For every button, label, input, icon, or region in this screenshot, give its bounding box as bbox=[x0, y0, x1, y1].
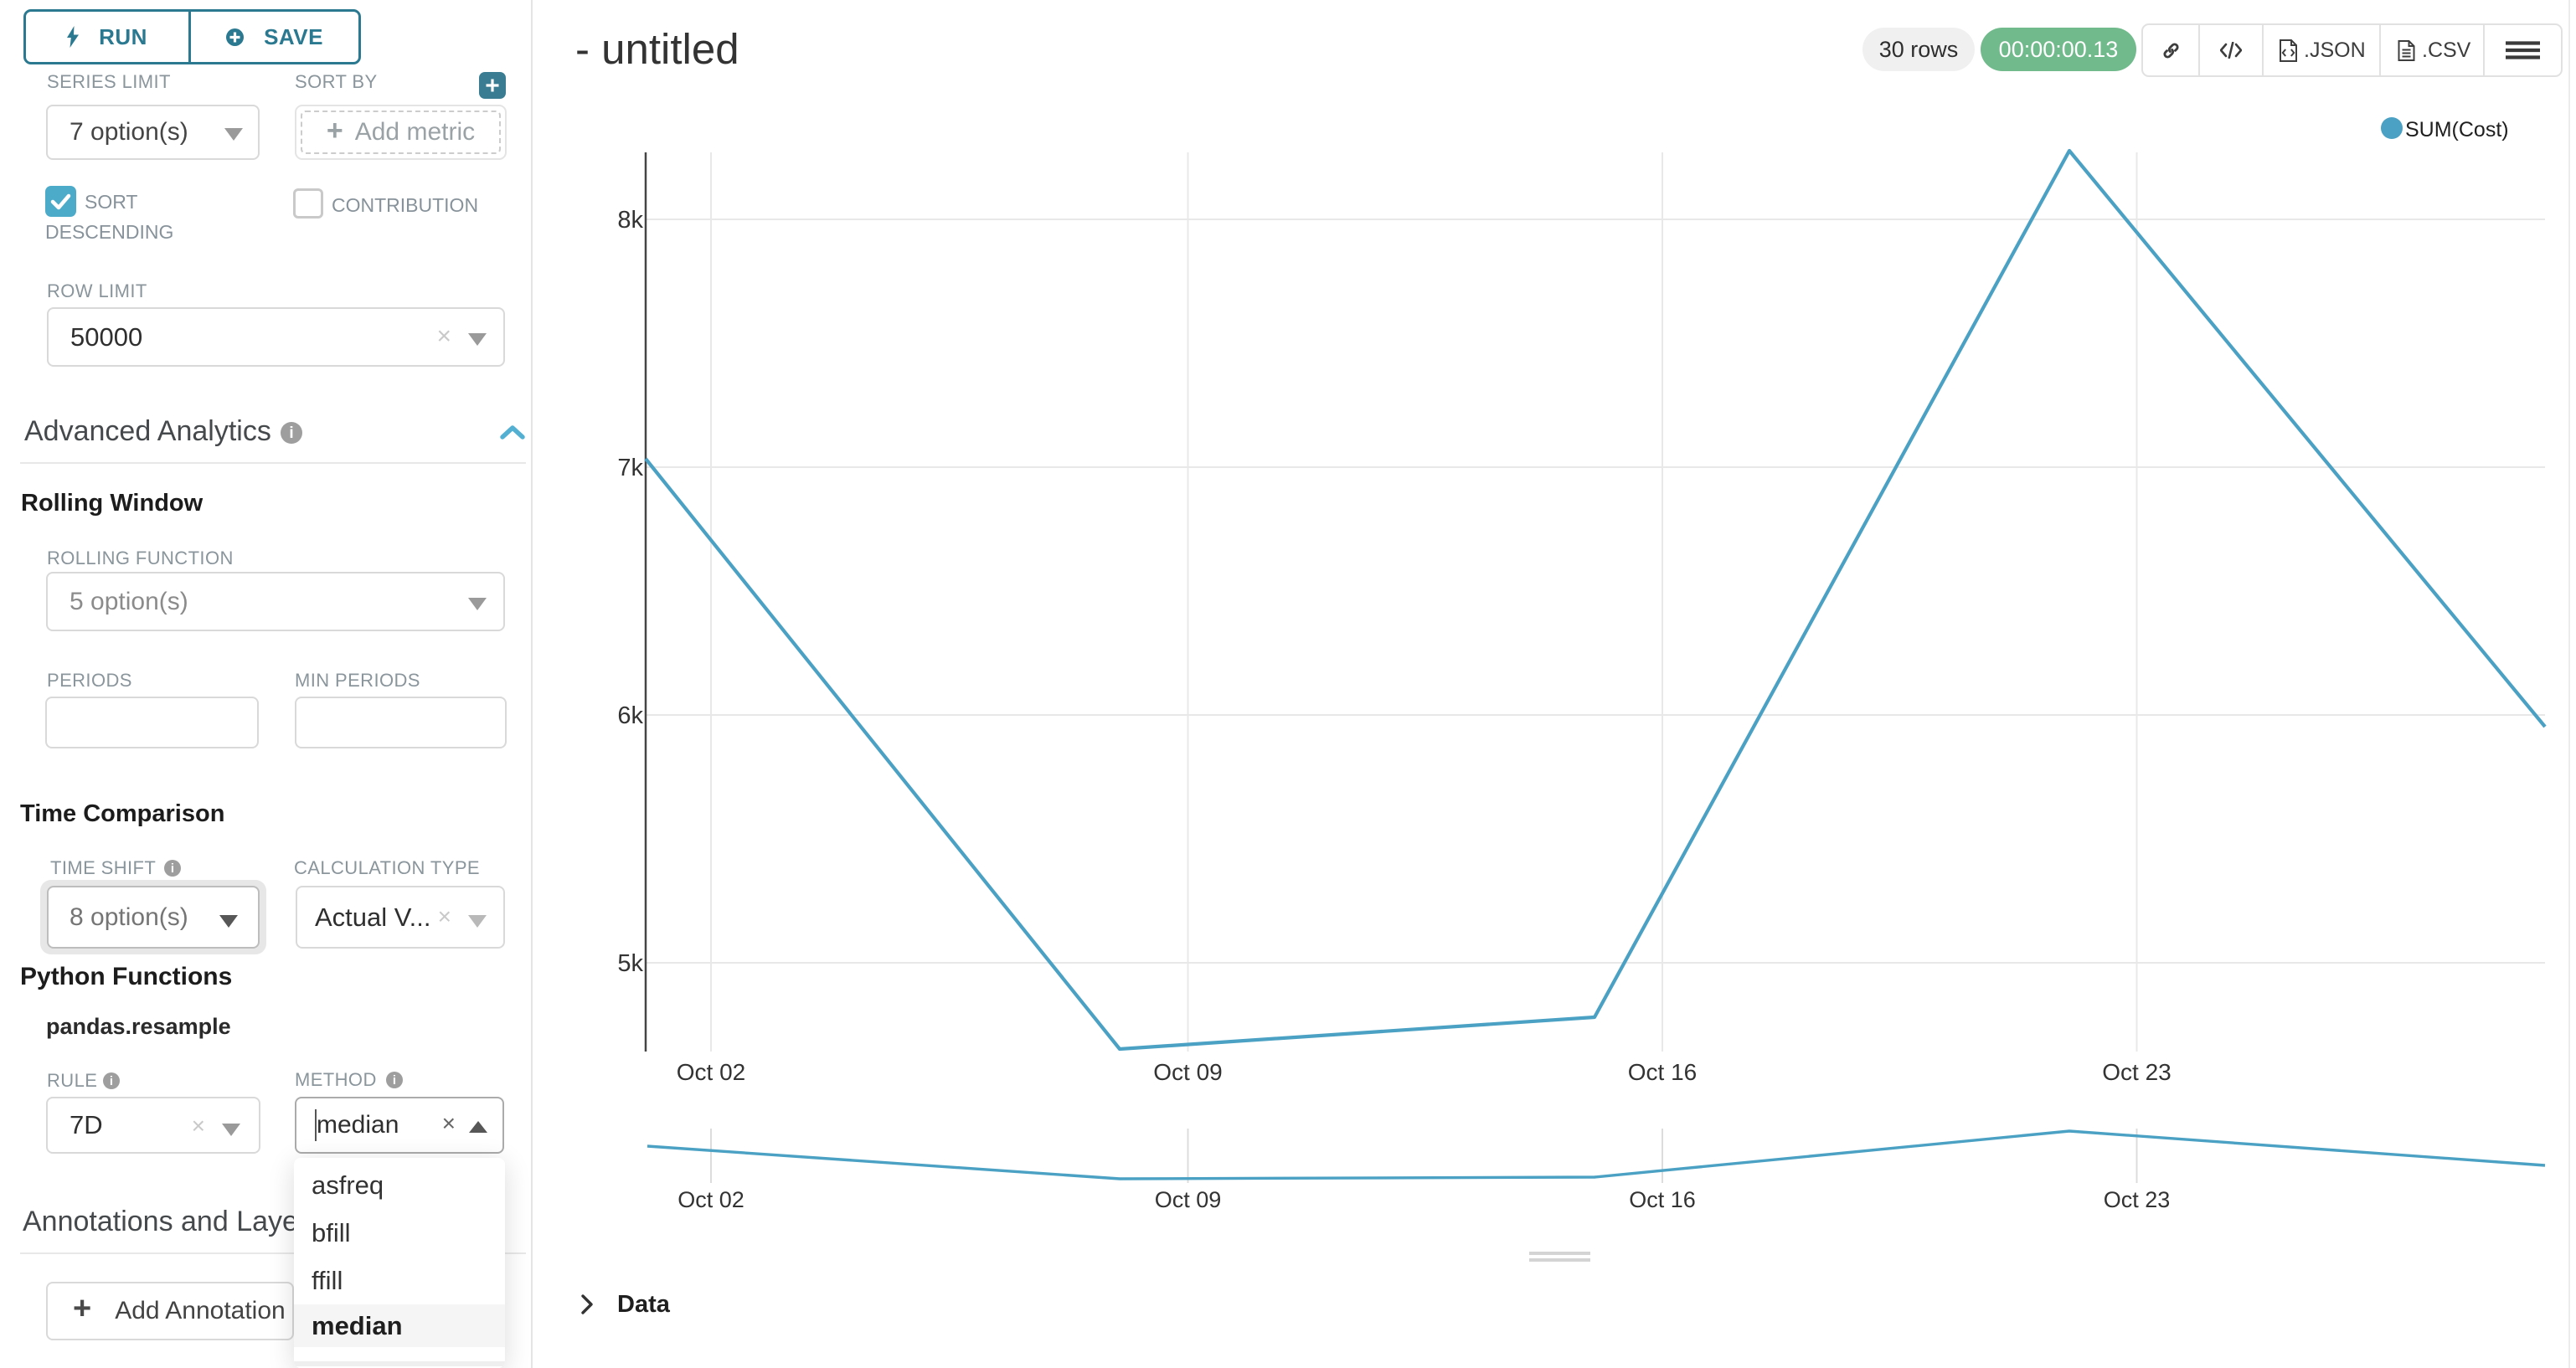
svg-text:Oct 16: Oct 16 bbox=[1628, 1059, 1697, 1085]
svg-text:Oct 23: Oct 23 bbox=[2102, 1059, 2171, 1085]
svg-text:Oct 02: Oct 02 bbox=[677, 1187, 744, 1212]
svg-text:Oct 09: Oct 09 bbox=[1153, 1059, 1222, 1085]
svg-text:6k: 6k bbox=[617, 702, 643, 729]
svg-text:Oct 23: Oct 23 bbox=[2104, 1187, 2171, 1212]
svg-text:8k: 8k bbox=[617, 207, 643, 234]
svg-text:Oct 02: Oct 02 bbox=[677, 1059, 745, 1085]
svg-text:7k: 7k bbox=[617, 455, 643, 481]
svg-text:Oct 16: Oct 16 bbox=[1629, 1187, 1696, 1212]
svg-text:5k: 5k bbox=[617, 950, 643, 977]
svg-text:Oct 09: Oct 09 bbox=[1155, 1187, 1222, 1212]
